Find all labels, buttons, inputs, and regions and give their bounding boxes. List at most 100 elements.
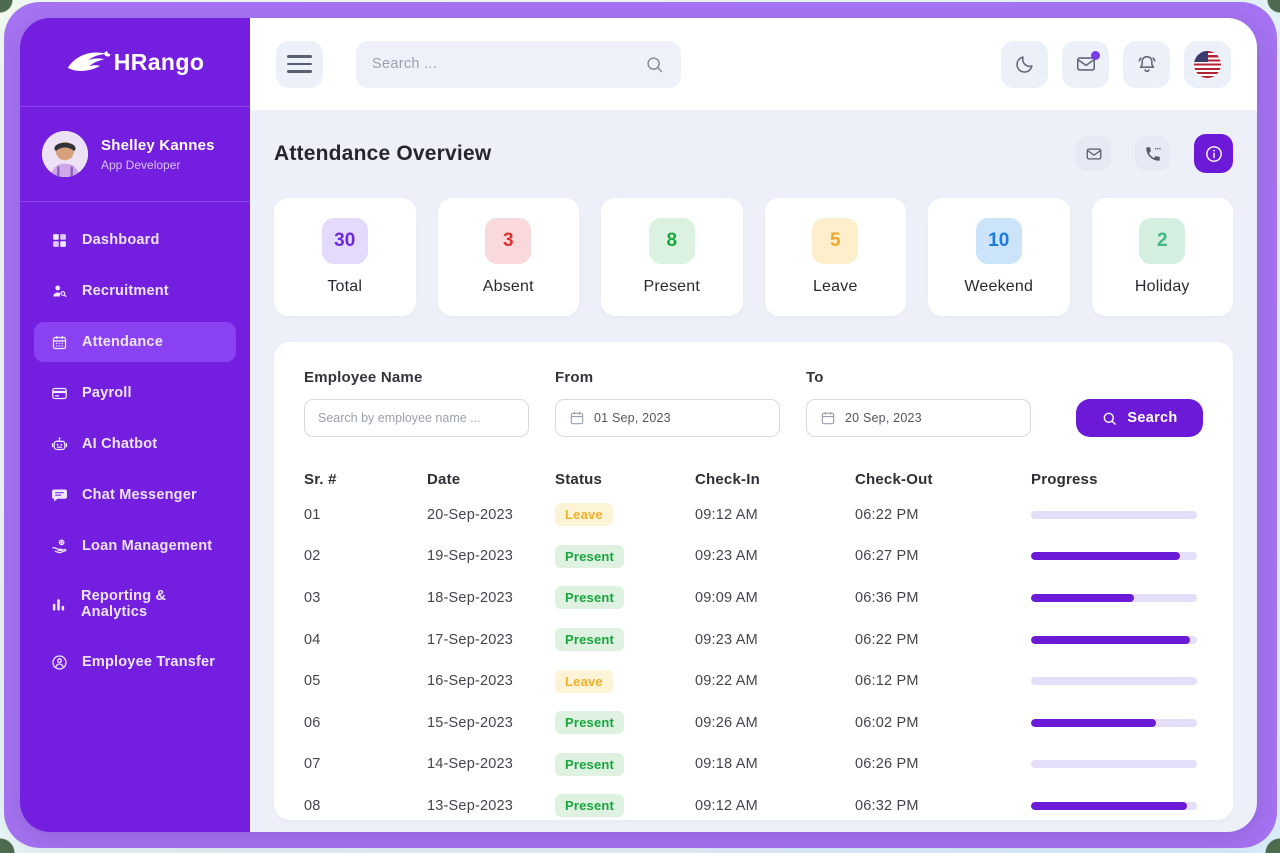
messages-button[interactable]: [1062, 40, 1109, 88]
status-badge: Leave: [555, 503, 613, 527]
sr-cell: 04: [304, 631, 321, 648]
date-cell: 15-Sep-2023: [427, 714, 514, 731]
call-button[interactable]: [1135, 136, 1170, 171]
sidebar-item-employee-transfer[interactable]: Employee Transfer: [34, 642, 236, 682]
progress-bar: [1031, 760, 1197, 769]
wing-logo-icon: [66, 49, 112, 76]
status-cell: Present: [555, 711, 695, 735]
search-button[interactable]: Search: [1076, 399, 1203, 437]
bell-icon: [1136, 53, 1158, 75]
search-input[interactable]: [372, 56, 644, 72]
stat-card-total: 30 Total: [274, 198, 416, 316]
sr-cell: 07: [304, 756, 321, 773]
column-header: Check-In: [695, 470, 760, 488]
stat-card-absent: 3 Absent: [437, 198, 579, 316]
check-out-cell: 06:22 PM: [855, 631, 919, 648]
table-row: 08 13-Sep-2023 Present 09:12 AM 06:32 PM: [304, 785, 1203, 827]
date-cell: 20-Sep-2023: [427, 506, 514, 523]
menu-toggle-button[interactable]: [276, 40, 323, 88]
stat-label: Holiday: [1134, 278, 1190, 295]
sidebar-item-payroll[interactable]: Payroll: [34, 373, 236, 413]
progress-cell: [1031, 718, 1203, 727]
recruitment-icon: [50, 282, 68, 300]
sidebar-item-recruitment[interactable]: Recruitment: [34, 271, 236, 311]
stat-label: Leave: [812, 278, 858, 295]
column-header: Progress: [1031, 470, 1098, 488]
progress-cell: [1031, 552, 1203, 561]
sidebar-item-loan-management[interactable]: Loan Management: [34, 526, 236, 566]
status-cell: Present: [555, 794, 695, 818]
sidebar-item-dashboard[interactable]: Dashboard: [34, 220, 236, 260]
from-label: From: [555, 369, 594, 386]
column-header: Sr. #: [304, 470, 337, 488]
app-window: HRango Shelley Kannes App Developer Dash…: [20, 18, 1257, 832]
user-name: Shelley Kannes: [101, 136, 215, 154]
date-cell: 17-Sep-2023: [427, 631, 514, 648]
stat-card-present: 8 Present: [601, 198, 743, 316]
status-cell: Present: [555, 544, 695, 568]
to-date-input[interactable]: 20 Sep, 2023: [806, 399, 1031, 437]
dark-mode-button[interactable]: [1001, 40, 1048, 88]
info-icon: [1204, 144, 1224, 164]
employee-name-filter: Employee Name: [304, 369, 529, 437]
logo-text: HRango: [113, 48, 205, 75]
status-badge: Present: [555, 794, 625, 818]
sr-cell: 01: [304, 506, 321, 523]
stat-value: 10: [975, 218, 1022, 264]
progress-bar: [1031, 552, 1197, 561]
column-header: Status: [555, 470, 603, 488]
table-row: 04 17-Sep-2023 Present 09:23 AM 06:22 PM: [304, 619, 1203, 661]
status-badge: Present: [555, 752, 625, 776]
sr-cell: 03: [304, 589, 321, 606]
progress-fill: [1031, 718, 1156, 727]
sidebar-nav: Dashboard Recruitment Attendance Payroll…: [20, 202, 250, 700]
page-header: Attendance Overview: [274, 134, 1233, 173]
table-row: 03 18-Sep-2023 Present 09:09 AM 06:36 PM: [304, 577, 1203, 619]
ai-chatbot-icon: [50, 435, 68, 453]
email-button[interactable]: [1076, 136, 1111, 171]
sidebar-item-chat-messenger[interactable]: Chat Messenger: [34, 475, 236, 515]
sr-cell: 05: [304, 673, 321, 690]
from-date-input[interactable]: 01 Sep, 2023: [555, 399, 780, 437]
sidebar-item-reporting-analytics[interactable]: Reporting & Analytics: [34, 577, 236, 631]
info-button[interactable]: [1194, 134, 1233, 173]
status-cell: Present: [555, 586, 695, 610]
sidebar-item-attendance[interactable]: Attendance: [34, 322, 236, 362]
attendance-calendar-icon: [50, 333, 68, 351]
status-badge: Present: [555, 544, 625, 568]
from-date-value: 01 Sep, 2023: [594, 411, 671, 425]
sidebar-item-ai-chatbot[interactable]: AI Chatbot: [34, 424, 236, 464]
stat-card-weekend: 10 Weekend: [928, 198, 1070, 316]
status-badge: Present: [555, 586, 625, 610]
from-date-filter: From 01 Sep, 2023: [555, 369, 780, 437]
to-date-value: 20 Sep, 2023: [845, 411, 922, 425]
calendar-icon: [820, 410, 836, 426]
progress-fill: [1031, 801, 1188, 810]
page-header-actions: [1076, 134, 1233, 173]
sr-cell: 08: [304, 797, 321, 814]
check-in-cell: 09:23 AM: [695, 548, 758, 565]
column-header: Date: [427, 470, 461, 488]
progress-cell: [1031, 635, 1203, 644]
stat-card-holiday: 2 Holiday: [1091, 198, 1233, 316]
check-out-cell: 06:26 PM: [855, 756, 919, 773]
check-out-cell: 06:36 PM: [855, 589, 919, 606]
chat-messenger-icon: [50, 486, 68, 504]
progress-cell: [1031, 801, 1203, 810]
stats-row: 30 Total 3 Absent 8 Present 5 Leave 10 W…: [274, 198, 1233, 316]
notifications-button[interactable]: [1123, 40, 1170, 88]
progress-bar: [1031, 718, 1197, 727]
employee-name-input[interactable]: [318, 411, 515, 425]
sr-cell: 02: [304, 548, 321, 565]
payroll-icon: [50, 384, 68, 402]
stat-value: 5: [812, 218, 859, 264]
search-icon: [1101, 410, 1118, 427]
progress-bar: [1031, 635, 1197, 644]
check-out-cell: 06:32 PM: [855, 797, 919, 814]
stat-value: 2: [1139, 218, 1186, 264]
column-header: Check-Out: [855, 470, 933, 488]
language-button[interactable]: [1184, 40, 1231, 88]
avatar: [42, 131, 88, 177]
user-profile[interactable]: Shelley Kannes App Developer: [20, 107, 250, 202]
stat-value: 3: [485, 218, 532, 264]
